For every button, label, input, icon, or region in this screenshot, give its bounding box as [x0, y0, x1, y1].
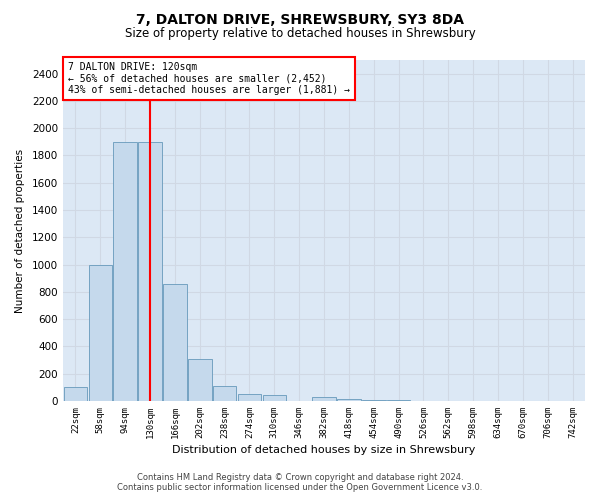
- Bar: [89, 264, 112, 401]
- Bar: [64, 388, 87, 401]
- Bar: [387, 400, 410, 401]
- Bar: [312, 397, 336, 401]
- X-axis label: Distribution of detached houses by size in Shrewsbury: Distribution of detached houses by size …: [172, 445, 476, 455]
- Text: 7 DALTON DRIVE: 120sqm
← 56% of detached houses are smaller (2,452)
43% of semi-: 7 DALTON DRIVE: 120sqm ← 56% of detached…: [68, 62, 350, 95]
- Text: Size of property relative to detached houses in Shrewsbury: Size of property relative to detached ho…: [125, 28, 475, 40]
- Bar: [337, 399, 361, 401]
- Bar: [263, 396, 286, 401]
- Y-axis label: Number of detached properties: Number of detached properties: [15, 148, 25, 312]
- Bar: [163, 284, 187, 401]
- Bar: [213, 386, 236, 401]
- Text: 7, DALTON DRIVE, SHREWSBURY, SY3 8DA: 7, DALTON DRIVE, SHREWSBURY, SY3 8DA: [136, 12, 464, 26]
- Bar: [238, 394, 261, 401]
- Bar: [188, 358, 212, 401]
- Bar: [113, 142, 137, 401]
- Text: Contains HM Land Registry data © Crown copyright and database right 2024.
Contai: Contains HM Land Registry data © Crown c…: [118, 473, 482, 492]
- Bar: [362, 400, 386, 401]
- Bar: [138, 142, 162, 401]
